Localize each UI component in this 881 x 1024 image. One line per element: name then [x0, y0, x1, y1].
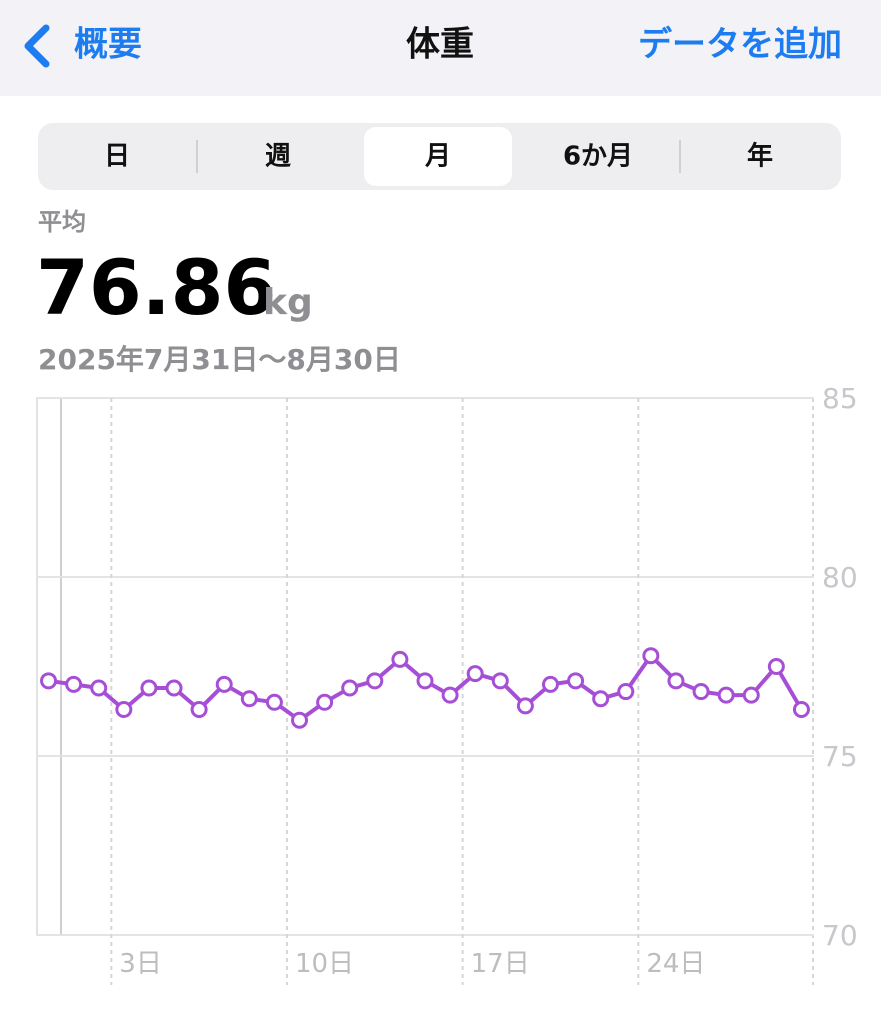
- data-point: [165, 679, 183, 697]
- segment[interactable]: 週: [265, 142, 291, 172]
- data-point: [592, 690, 610, 708]
- data-point: [40, 672, 58, 690]
- data-point: [366, 672, 384, 690]
- data-point: [291, 711, 309, 729]
- data-point: [115, 700, 133, 718]
- segment[interactable]: 月: [424, 142, 451, 172]
- data-point: [717, 686, 735, 704]
- data-point: [767, 658, 785, 675]
- data-point: [742, 686, 760, 704]
- nav-title: 体重: [406, 25, 474, 65]
- add-data-button[interactable]: データを追加: [638, 25, 842, 65]
- data-point: [240, 690, 258, 708]
- segment[interactable]: 日: [104, 142, 130, 172]
- y-tick-label: 80: [822, 561, 858, 594]
- data-point: [215, 675, 233, 693]
- data-point: [190, 700, 208, 718]
- data-point: [341, 679, 359, 697]
- y-tick-label: 75: [822, 740, 858, 773]
- summary-value: 76.86: [36, 243, 276, 332]
- y-tick-label: 85: [822, 382, 858, 415]
- data-point: [567, 672, 585, 690]
- summary-label: 平均: [38, 208, 86, 236]
- segment-selected: [364, 127, 512, 186]
- data-point: [466, 665, 484, 683]
- data-point: [617, 683, 635, 701]
- data-point: [692, 683, 710, 701]
- y-tick-label: 70: [822, 919, 858, 952]
- summary-unit: kg: [263, 282, 313, 323]
- x-tick-label: 17日: [471, 949, 530, 979]
- summary-range: 2025年7月31日〜8月30日: [38, 343, 401, 376]
- x-tick-label: 3日: [119, 949, 162, 979]
- data-point: [90, 679, 108, 697]
- data-point: [391, 650, 409, 668]
- data-point: [316, 693, 334, 711]
- data-point: [140, 679, 158, 697]
- data-point: [65, 675, 83, 693]
- data-point: [441, 686, 459, 704]
- segment[interactable]: 6か月: [563, 142, 633, 172]
- data-point: [416, 672, 434, 690]
- data-point: [541, 675, 559, 693]
- back-chevron[interactable]: [24, 24, 50, 68]
- x-tick-label: 10日: [295, 949, 354, 979]
- data-point: [792, 700, 810, 718]
- data-point: [667, 672, 685, 690]
- back-button[interactable]: 概要: [74, 25, 142, 65]
- data-point: [265, 693, 283, 711]
- nav-bar: [0, 0, 881, 96]
- data-point: [516, 697, 534, 715]
- segment[interactable]: 年: [747, 141, 773, 172]
- x-tick-label: 24日: [646, 949, 705, 979]
- data-point: [491, 672, 509, 690]
- data-point: [642, 647, 660, 665]
